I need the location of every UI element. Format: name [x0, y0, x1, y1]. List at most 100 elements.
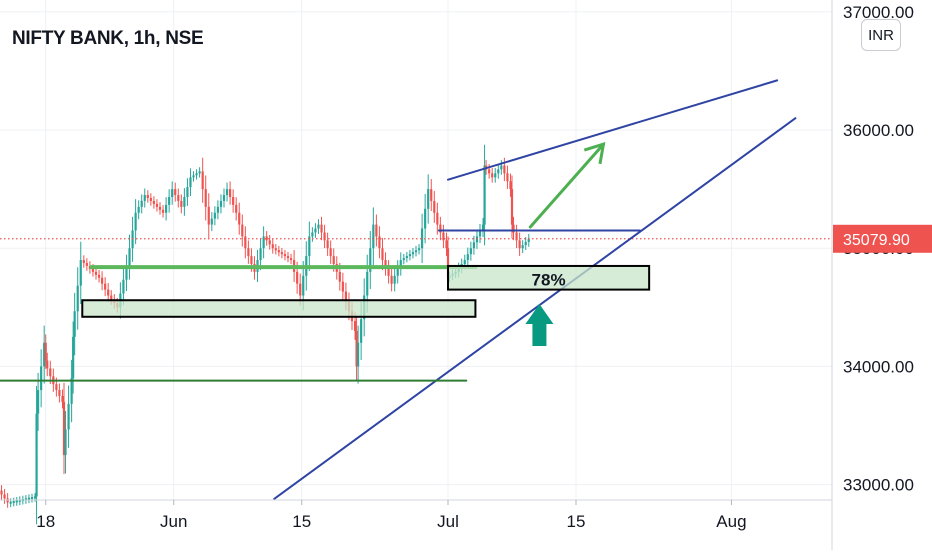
- candle-body: [497, 169, 500, 174]
- candle-body: [58, 390, 61, 396]
- candle-body: [72, 336, 75, 358]
- candle-body: [27, 497, 31, 500]
- candle-body: [241, 224, 244, 237]
- candle-body: [500, 165, 503, 170]
- candle-body: [164, 204, 168, 213]
- candle-body: [46, 360, 49, 369]
- candle-body: [79, 260, 82, 286]
- candle-body: [35, 413, 38, 456]
- candle-body: [265, 236, 268, 241]
- candle-body: [510, 206, 514, 225]
- chart-title: NIFTY BANK, 1h, NSE: [12, 28, 204, 49]
- candle-body: [15, 500, 18, 503]
- candle-body: [259, 248, 262, 261]
- candle-body: [344, 291, 348, 302]
- candle-body: [393, 275, 396, 284]
- candle-body: [439, 224, 442, 233]
- candle-body: [12, 501, 15, 504]
- candle-body: [97, 274, 101, 278]
- y-tick-label: 36000.00: [843, 121, 914, 140]
- candle-body: [186, 187, 189, 198]
- candle-body: [524, 241, 527, 246]
- candle-body: [62, 428, 66, 456]
- candle-body: [320, 224, 323, 233]
- candle-body: [183, 197, 186, 207]
- candle-body: [222, 195, 226, 201]
- candle-body: [152, 200, 156, 204]
- candle-body: [143, 195, 146, 201]
- candle-body: [296, 271, 299, 284]
- candle-body: [472, 242, 476, 249]
- candle-body: [286, 256, 290, 259]
- candle-body: [355, 348, 358, 367]
- candle-body: [323, 232, 326, 241]
- candle-body: [64, 429, 67, 456]
- candle-body: [512, 224, 515, 233]
- candle-body: [414, 250, 418, 253]
- candle-body: [228, 189, 232, 198]
- candle-body: [44, 351, 47, 361]
- candle-body: [189, 177, 192, 188]
- candle-body: [332, 256, 335, 264]
- support-zone-box: [81, 299, 477, 318]
- candle-body: [503, 165, 506, 174]
- candle-body: [521, 245, 524, 249]
- candle-body: [481, 224, 485, 231]
- candle-body: [137, 206, 140, 213]
- candle-body: [356, 342, 360, 367]
- candle-body: [338, 271, 341, 282]
- current-price-label: 35079.90: [843, 232, 910, 249]
- candle-body: [55, 384, 58, 391]
- candle-body: [262, 236, 265, 249]
- candle-body: [317, 224, 320, 229]
- candle-body: [433, 200, 436, 213]
- candle-body: [134, 212, 137, 231]
- x-tick-label: 18: [36, 512, 55, 531]
- candle-body: [308, 236, 311, 257]
- currency-badge[interactable]: INR: [861, 19, 901, 51]
- candle-body: [341, 281, 344, 292]
- candle-body: [311, 232, 314, 237]
- candle-body: [527, 238, 530, 242]
- candle-body: [43, 342, 46, 367]
- candle-body: [436, 212, 439, 225]
- candle-body: [314, 228, 317, 233]
- candle-body: [232, 197, 235, 205]
- candle-body: [277, 250, 280, 253]
- candle-body: [417, 248, 421, 251]
- candle-body: [396, 267, 399, 276]
- current-price-label-bg: [833, 224, 932, 253]
- candle-body: [180, 200, 183, 207]
- candle-body: [91, 268, 95, 272]
- candle-body: [442, 232, 445, 241]
- candle-body: [274, 248, 277, 251]
- candle-body: [216, 206, 220, 213]
- candle-body: [360, 319, 363, 343]
- candle-body: [491, 173, 494, 178]
- candle-body: [61, 395, 64, 402]
- candle-body: [494, 173, 497, 178]
- candle-body: [70, 378, 73, 404]
- lower-channel-line: [273, 117, 797, 500]
- candle-body: [225, 189, 229, 196]
- candle-body: [463, 260, 466, 264]
- candle-body: [411, 252, 415, 255]
- candle-body: [207, 206, 210, 225]
- y-tick-label: 33000.00: [843, 476, 914, 495]
- candle-body: [9, 501, 12, 504]
- candle-body: [171, 189, 174, 198]
- candle-body: [161, 209, 165, 213]
- y-tick-label: 34000.00: [843, 357, 914, 376]
- grid: [0, 0, 832, 500]
- candle-body: [469, 248, 472, 255]
- candle-body: [238, 212, 241, 225]
- x-tick-label: 15: [567, 512, 586, 531]
- candle-body: [67, 403, 70, 430]
- candle-body: [405, 256, 408, 259]
- candle-body: [244, 236, 247, 249]
- drawings-layer: 78%: [0, 79, 832, 500]
- candle-body: [204, 189, 207, 207]
